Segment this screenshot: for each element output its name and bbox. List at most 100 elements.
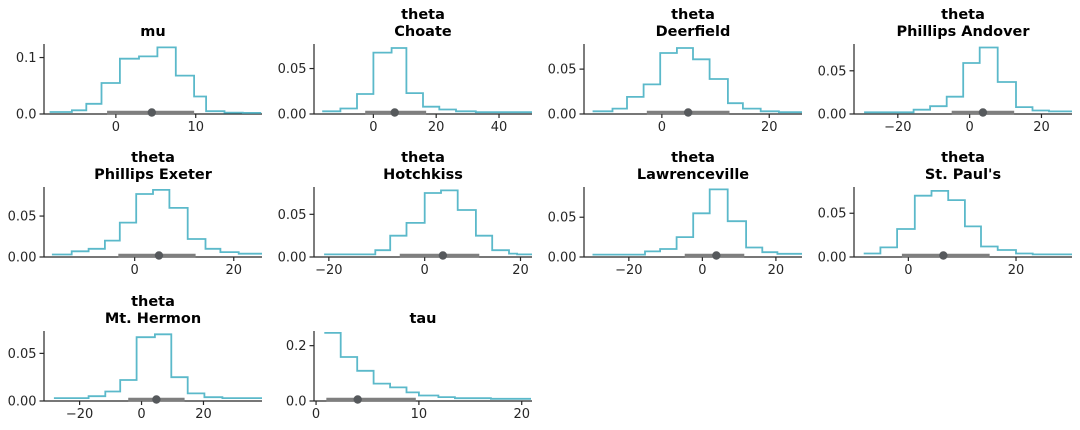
subplot-theta-st-pauls: theta St. Paul's 0 20 0.00 0.05 (810, 143, 1080, 287)
point-estimate-dot (438, 251, 448, 261)
y-tick-label: 0.05 (8, 347, 37, 362)
subplot-title: theta (941, 150, 985, 166)
x-tick-label: 20 (513, 407, 530, 422)
subplot-title: Lawrenceville (637, 167, 749, 183)
subplot-title: theta (671, 7, 715, 23)
point-estimate-dot (353, 394, 362, 404)
x-tick-label: 0 (904, 263, 912, 278)
y-tick-label: 0.00 (548, 107, 577, 122)
point-estimate-dot (712, 251, 721, 261)
point-estimate-dot (939, 251, 948, 261)
histogram-step-line (592, 188, 802, 256)
subplot-title: theta (401, 150, 445, 166)
subplot-title: theta (671, 150, 715, 166)
x-tick-label: 0 (658, 120, 666, 135)
x-tick-label: −20 (315, 263, 342, 278)
point-estimate-dot (978, 108, 988, 117)
x-tick-label: −20 (66, 407, 93, 422)
subplot-title: Deerfield (656, 24, 731, 40)
x-tick-label: −20 (615, 263, 642, 278)
subplot-canvas-mu: mu 0 10 0.0 0.1 (16, 24, 262, 135)
histogram-step-line (49, 46, 262, 114)
histogram-step-line (51, 189, 262, 256)
x-tick-label: −20 (884, 120, 911, 135)
histogram-step-line (592, 47, 802, 114)
x-tick-label: 0 (131, 263, 139, 278)
x-tick-label: 0 (312, 407, 320, 422)
subplot-title: theta (941, 7, 985, 23)
x-tick-label: 20 (768, 263, 785, 278)
y-tick-label: 0.05 (548, 211, 577, 226)
x-tick-label: 20 (195, 407, 212, 422)
y-tick-label: 0.05 (548, 63, 577, 78)
x-tick-label: 20 (428, 120, 445, 135)
x-tick-label: 10 (187, 120, 204, 135)
y-tick-label: 0.0 (286, 394, 307, 409)
y-tick-label: 0.00 (548, 251, 577, 266)
point-estimate-dot (147, 108, 157, 117)
histogram-step-line (863, 190, 1072, 256)
subplot-theta-choate: theta Choate 0 20 40 0.00 0.05 (270, 0, 540, 144)
subplot-title: Hotchkiss (383, 167, 463, 183)
subplot-title: theta (131, 294, 175, 310)
y-tick-label: 0.05 (278, 62, 307, 77)
y-tick-label: 0.00 (818, 107, 847, 122)
x-tick-label: 0 (369, 120, 377, 135)
x-tick-label: 20 (1008, 263, 1025, 278)
subplot-mu: mu 0 10 0.0 0.1 (0, 0, 270, 144)
y-tick-label: 0.00 (818, 251, 847, 266)
subplot-title: Mt. Hermon (105, 311, 201, 327)
subplot-title: tau (409, 311, 436, 327)
y-tick-label: 0.1 (16, 51, 37, 66)
y-tick-label: 0.2 (286, 339, 307, 354)
x-tick-label: 0 (966, 120, 974, 135)
subplot-title: theta (401, 7, 445, 23)
y-tick-label: 0.00 (8, 251, 37, 266)
subplot-title: mu (140, 24, 165, 40)
y-tick-label: 0.00 (8, 394, 37, 409)
subplot-title: Phillips Exeter (94, 167, 213, 183)
subplot-canvas-tau: tau 0 10 20 0.0 0.2 (286, 311, 532, 422)
x-tick-label: 0 (421, 263, 429, 278)
x-tick-label: 0 (137, 407, 145, 422)
y-tick-label: 0.05 (278, 208, 307, 223)
subplot-title: Choate (394, 24, 452, 40)
point-estimate-dot (390, 108, 399, 117)
histogram-step-line (53, 333, 262, 399)
subplot-theta-phillips-andover: theta Phillips Andover −20 0 20 0.00 0.05 (810, 0, 1080, 144)
y-tick-label: 0.05 (818, 207, 847, 222)
y-tick-label: 0.0 (16, 107, 37, 122)
y-tick-label: 0.05 (8, 210, 37, 225)
y-tick-label: 0.05 (818, 64, 847, 79)
x-tick-label: 20 (512, 263, 529, 278)
point-estimate-dot (152, 394, 161, 404)
subplot-theta-deerfield: theta Deerfield 0 20 0.00 0.05 (540, 0, 810, 144)
subplot-theta-mt-hermon: theta Mt. Hermon −20 0 20 0.00 0.05 (0, 287, 270, 430)
x-tick-label: 20 (761, 120, 778, 135)
subplot-theta-lawrenceville: theta Lawrenceville −20 0 20 0.00 0.05 (540, 143, 810, 287)
histogram-step-line (322, 47, 532, 114)
x-tick-label: 10 (411, 407, 428, 422)
histogram-step-line (864, 46, 1072, 114)
subplot-title: St. Paul's (925, 167, 1001, 183)
subplot-title: Phillips Andover (896, 24, 1030, 40)
y-tick-label: 0.00 (278, 107, 307, 122)
x-tick-label: 20 (1033, 120, 1050, 135)
point-estimate-dot (683, 108, 693, 117)
y-tick-label: 0.00 (278, 251, 307, 266)
subplot-tau: tau 0 10 20 0.0 0.2 (270, 287, 540, 430)
histogram-step-line (324, 189, 532, 256)
histogram-step-line (324, 331, 531, 400)
x-tick-label: 40 (491, 120, 508, 135)
x-tick-label: 0 (698, 263, 706, 278)
point-estimate-dot (154, 251, 164, 261)
